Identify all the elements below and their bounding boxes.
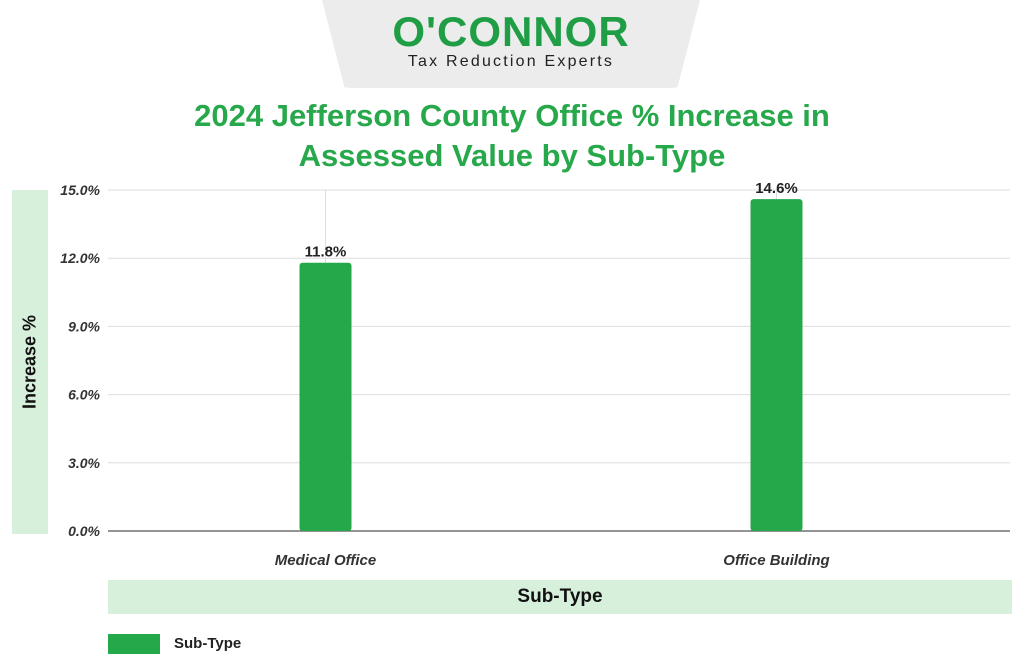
- x-tick-label: Medical Office: [275, 552, 376, 569]
- y-tick-label: 0.0%: [68, 523, 100, 539]
- y-axis-label-band: [12, 190, 48, 534]
- brand-tagline: Tax Reduction Experts: [407, 53, 615, 70]
- y-tick-label: 9.0%: [68, 318, 100, 334]
- y-tick-label: 6.0%: [68, 387, 100, 403]
- data-label: 14.6%: [755, 180, 798, 197]
- x-axis-label: Sub-Type: [517, 586, 603, 607]
- logo-banner: [322, 0, 700, 88]
- brand-logo: O'CONNOR: [392, 8, 630, 55]
- y-tick-label: 15.0%: [60, 182, 100, 198]
- x-axis-label-band: [108, 580, 1012, 614]
- chart-title-line-2: Assessed Value by Sub-Type: [298, 138, 726, 173]
- data-label: 11.8%: [305, 244, 347, 261]
- chart-title-line-1: 2024 Jefferson County Office % Increase …: [194, 98, 830, 133]
- legend-label: Sub-Type: [174, 635, 242, 652]
- y-tick-label: 12.0%: [60, 250, 100, 266]
- x-tick-label: Office Building: [723, 552, 829, 569]
- chart-title: 2024 Jefferson County Office % Increase …: [100, 96, 924, 176]
- bar: [750, 199, 803, 532]
- bar: [299, 262, 352, 531]
- legend-swatch: [108, 634, 160, 654]
- y-tick-label: 3.0%: [68, 455, 100, 471]
